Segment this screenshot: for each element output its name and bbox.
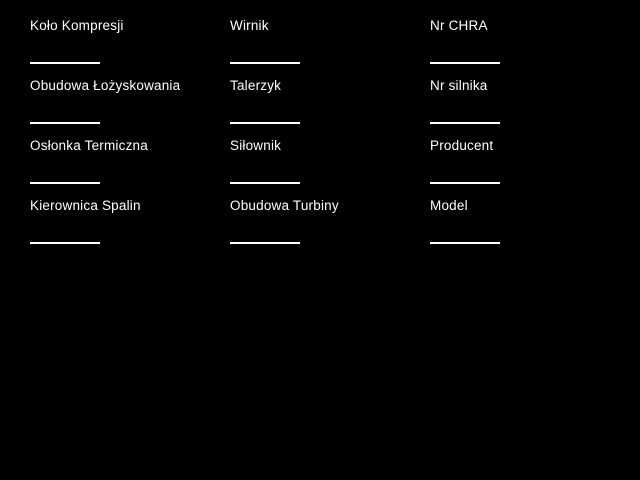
form-column-identification: Nr CHRA Nr silnika Producent Model — [430, 17, 625, 257]
field-label: Siłownik — [230, 138, 282, 153]
field-obudowa-turbiny: Obudowa Turbiny — [230, 197, 425, 257]
field-label: Kierownica Spalin — [30, 198, 141, 213]
field-input-obudowa-turbiny[interactable] — [230, 228, 300, 244]
field-input-nr-chra[interactable] — [430, 48, 500, 64]
form-column-parts-middle: Wirnik Talerzyk Siłownik Obudowa Turbiny — [230, 17, 425, 257]
field-input-wirnik[interactable] — [230, 48, 300, 64]
field-input-kierownica-spalin[interactable] — [30, 228, 100, 244]
form-column-parts-left: Koło Kompresji Obudowa Łożyskowania Osło… — [30, 17, 225, 257]
field-label: Wirnik — [230, 18, 269, 33]
field-label: Osłonka Termiczna — [30, 138, 148, 153]
field-talerzyk: Talerzyk — [230, 77, 425, 137]
field-input-talerzyk[interactable] — [230, 108, 300, 124]
field-label: Model — [430, 198, 468, 213]
field-input-oslonka-termiczna[interactable] — [30, 168, 100, 184]
field-silownik: Siłownik — [230, 137, 425, 197]
field-input-nr-silnika[interactable] — [430, 108, 500, 124]
field-wirnik: Wirnik — [230, 17, 425, 77]
field-kolo-kompresji: Koło Kompresji — [30, 17, 225, 77]
field-label: Talerzyk — [230, 78, 282, 93]
field-nr-chra: Nr CHRA — [430, 17, 625, 77]
field-label: Nr CHRA — [430, 18, 488, 33]
field-input-producent[interactable] — [430, 168, 500, 184]
field-oslonka-termiczna: Osłonka Termiczna — [30, 137, 225, 197]
field-label: Producent — [430, 138, 494, 153]
field-label: Koło Kompresji — [30, 18, 124, 33]
field-input-model[interactable] — [430, 228, 500, 244]
field-producent: Producent — [430, 137, 625, 197]
field-input-obudowa-lozyskowania[interactable] — [30, 108, 100, 124]
field-label: Obudowa Turbiny — [230, 198, 339, 213]
field-label: Obudowa Łożyskowania — [30, 78, 181, 93]
field-model: Model — [430, 197, 625, 257]
field-nr-silnika: Nr silnika — [430, 77, 625, 137]
field-kierownica-spalin: Kierownica Spalin — [30, 197, 225, 257]
field-input-kolo-kompresji[interactable] — [30, 48, 100, 64]
field-label: Nr silnika — [430, 78, 488, 93]
field-obudowa-lozyskowania: Obudowa Łożyskowania — [30, 77, 225, 137]
field-input-silownik[interactable] — [230, 168, 300, 184]
